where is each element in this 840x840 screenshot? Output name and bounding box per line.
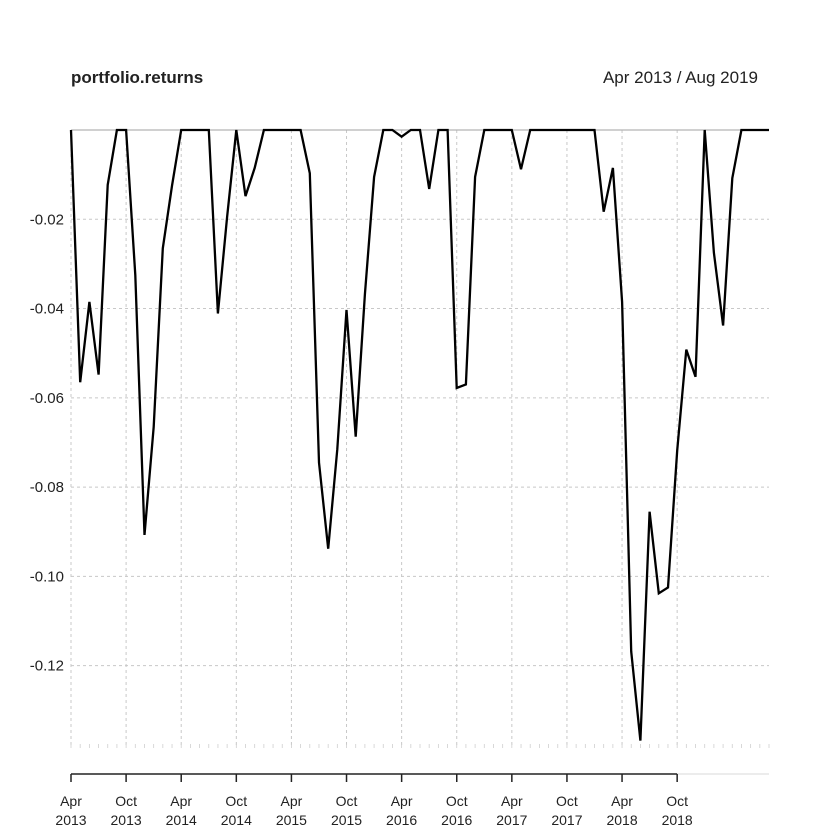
- x-tick-label-month: Oct: [556, 793, 578, 809]
- x-tick-label-month: Oct: [446, 793, 468, 809]
- x-axis: Apr 2013 Oct 2013 Apr 2014 Oct 2014 Apr 2015 Oct 20…: [55, 744, 770, 828]
- x-tick-label-month: Apr: [170, 793, 192, 809]
- chart-title: portfolio.returns: [71, 68, 204, 87]
- x-tick-label-month: Oct: [225, 793, 247, 809]
- x-tick-label-month: Apr: [611, 793, 633, 809]
- x-tick-label-month: Apr: [391, 793, 413, 809]
- x-tick-label-year: 2015: [331, 812, 362, 828]
- series-layer: [69, 128, 769, 741]
- y-axis-labels: -0.02 -0.04 -0.06 -0.08 -0.10 -0.12: [30, 211, 64, 674]
- x-tick-label-month: Apr: [501, 793, 523, 809]
- x-tick-label-year: 2013: [111, 812, 142, 828]
- y-tick-label: -0.06: [30, 390, 64, 407]
- x-tick-label-month: Apr: [60, 793, 82, 809]
- x-tick-label-month: Oct: [115, 793, 137, 809]
- chart-date-range: Apr 2013 / Aug 2019: [602, 68, 758, 87]
- y-tick-label: -0.10: [30, 568, 64, 585]
- y-tick-label: -0.04: [30, 301, 64, 318]
- y-tick-label: -0.12: [30, 658, 64, 675]
- x-tick-label-year: 2013: [55, 812, 86, 828]
- x-tick-label-month: Apr: [281, 793, 303, 809]
- x-tick-label-year: 2018: [606, 812, 637, 828]
- x-tick-label-month: Oct: [666, 793, 688, 809]
- x-tick-label-year: 2017: [551, 812, 582, 828]
- x-tick-label-year: 2018: [662, 812, 693, 828]
- y-tick-label: -0.02: [30, 211, 64, 228]
- x-tick-label-year: 2015: [276, 812, 307, 828]
- x-tick-label-year: 2017: [496, 812, 527, 828]
- grid-lines: [70, 129, 769, 746]
- y-tick-label: -0.08: [30, 479, 64, 496]
- x-tick-label-year: 2014: [166, 812, 197, 828]
- x-tick-label-year: 2016: [441, 812, 472, 828]
- x-tick-label-year: 2014: [221, 812, 252, 828]
- series-line: [69, 128, 769, 741]
- x-tick-label-year: 2016: [386, 812, 417, 828]
- x-tick-label-month: Oct: [336, 793, 358, 809]
